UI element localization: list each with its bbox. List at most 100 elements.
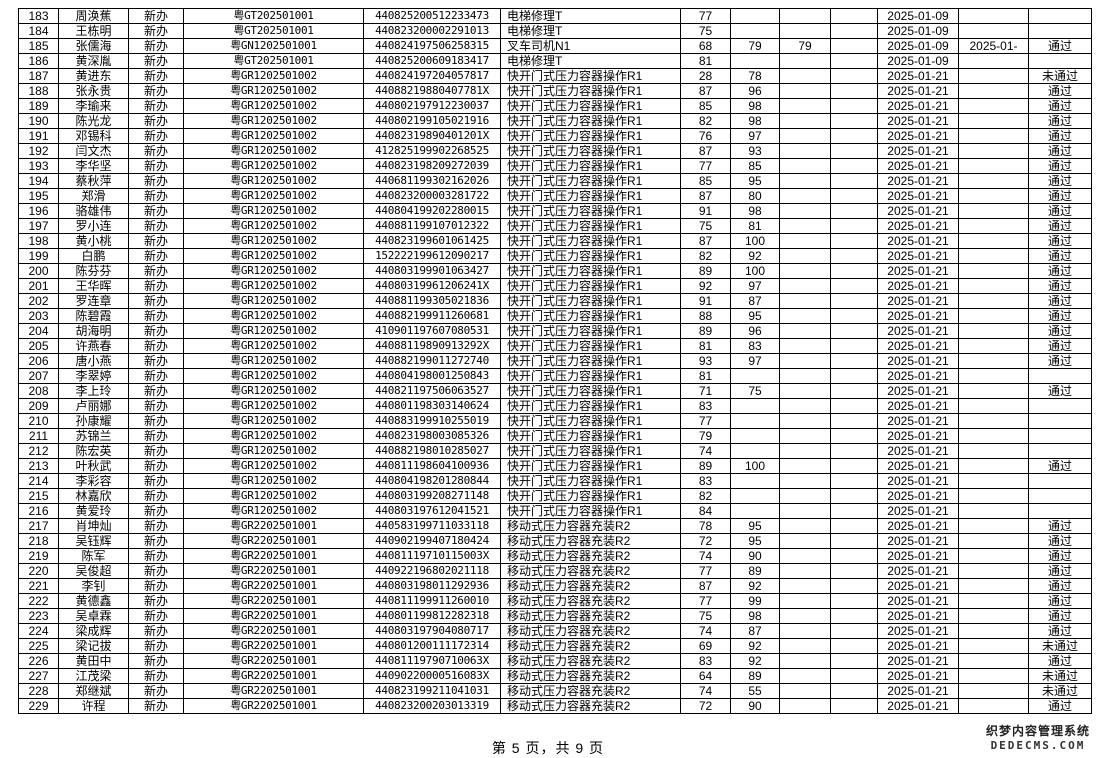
cell-name: 唐小燕 bbox=[58, 353, 129, 369]
cell-id-number: 440811199911260010 bbox=[363, 593, 501, 609]
cell-application-type: 新办 bbox=[128, 608, 184, 624]
table-row: 209 卢丽娜 新办 粤GR1202501002 440801198303140624 快… bbox=[18, 398, 1092, 414]
cell-application-type: 新办 bbox=[128, 338, 184, 354]
cell-extra-score bbox=[830, 203, 878, 219]
cell-extra-score bbox=[830, 323, 878, 339]
cell-cert-code: 粤GR1202501002 bbox=[183, 188, 364, 204]
cell-name: 张永贵 bbox=[58, 83, 129, 99]
cell-id-number: 440802199105021916 bbox=[363, 113, 501, 129]
cell-row-number: 213 bbox=[18, 458, 59, 474]
cell-id-number: 440583199711033118 bbox=[363, 518, 501, 534]
cell-retest-date bbox=[958, 428, 1029, 444]
cell-retest-score bbox=[779, 338, 831, 354]
cell-id-number: 440825200609183417 bbox=[363, 53, 501, 69]
cell-application-type: 新办 bbox=[128, 83, 184, 99]
cell-exam-date: 2025-01-21 bbox=[877, 158, 959, 174]
cell-row-number: 215 bbox=[18, 488, 59, 504]
cell-theory-score: 83 bbox=[680, 398, 731, 414]
cell-extra-score bbox=[830, 128, 878, 144]
cell-extra-score bbox=[830, 563, 878, 579]
cell-extra-score bbox=[830, 578, 878, 594]
cell-application-type: 新办 bbox=[128, 218, 184, 234]
cell-id-number: 44081119710115003X bbox=[363, 548, 501, 564]
cell-id-number: 440802197912230037 bbox=[363, 98, 501, 114]
cell-extra-score bbox=[830, 698, 878, 714]
cell-extra-score bbox=[830, 53, 878, 69]
cell-retest-date: 2025-01- bbox=[958, 38, 1029, 54]
cell-exam-date: 2025-01-21 bbox=[877, 593, 959, 609]
cell-retest-score bbox=[779, 518, 831, 534]
table-row: 197 罗小连 新办 粤GR1202501002 440881199107012322 快… bbox=[18, 218, 1092, 234]
cell-application-type: 新办 bbox=[128, 98, 184, 114]
cell-practice-score: 89 bbox=[730, 668, 780, 684]
cell-result: 通过 bbox=[1028, 113, 1092, 129]
cell-practice-score: 79 bbox=[730, 38, 780, 54]
cell-name: 李钊 bbox=[58, 578, 129, 594]
cell-project: 电梯修理T bbox=[500, 8, 681, 24]
cell-practice-score bbox=[730, 398, 780, 414]
cell-row-number: 205 bbox=[18, 338, 59, 354]
cell-row-number: 227 bbox=[18, 668, 59, 684]
cell-cert-code: 粤GR1202501002 bbox=[183, 398, 364, 414]
cell-retest-score bbox=[779, 98, 831, 114]
cell-practice-score: 96 bbox=[730, 323, 780, 339]
cell-retest-score bbox=[779, 188, 831, 204]
cell-application-type: 新办 bbox=[128, 683, 184, 699]
cell-row-number: 188 bbox=[18, 83, 59, 99]
cell-id-number: 440823200003281722 bbox=[363, 188, 501, 204]
cell-project: 快开门式压力容器操作R1 bbox=[500, 428, 681, 444]
table-row: 213 叶秋武 新办 粤GR1202501002 440811198604100936 快… bbox=[18, 458, 1092, 474]
cell-exam-date: 2025-01-21 bbox=[877, 653, 959, 669]
cell-application-type: 新办 bbox=[128, 68, 184, 84]
cell-exam-date: 2025-01-21 bbox=[877, 128, 959, 144]
cell-row-number: 212 bbox=[18, 443, 59, 459]
cell-retest-score bbox=[779, 443, 831, 459]
cell-retest-date bbox=[958, 638, 1029, 654]
cell-theory-score: 77 bbox=[680, 593, 731, 609]
cell-application-type: 新办 bbox=[128, 248, 184, 264]
cell-extra-score bbox=[830, 683, 878, 699]
cell-retest-date bbox=[958, 233, 1029, 249]
cell-retest-score: 79 bbox=[779, 38, 831, 54]
table-row: 228 郑继斌 新办 粤GR2202501001 440823199211041031 移… bbox=[18, 683, 1092, 699]
cell-theory-score: 83 bbox=[680, 473, 731, 489]
cell-exam-date: 2025-01-21 bbox=[877, 578, 959, 594]
cell-project: 移动式压力容器充装R2 bbox=[500, 608, 681, 624]
cell-application-type: 新办 bbox=[128, 113, 184, 129]
cell-practice-score: 92 bbox=[730, 638, 780, 654]
cell-result: 通过 bbox=[1028, 248, 1092, 264]
cell-retest-date bbox=[958, 203, 1029, 219]
cell-retest-date bbox=[958, 458, 1029, 474]
table-row: 192 闫文杰 新办 粤GR1202501002 412825199902268525 快… bbox=[18, 143, 1092, 159]
cell-exam-date: 2025-01-21 bbox=[877, 188, 959, 204]
cell-practice-score: 97 bbox=[730, 353, 780, 369]
cell-name: 蔡秋萍 bbox=[58, 173, 129, 189]
cell-retest-score bbox=[779, 278, 831, 294]
cell-retest-score bbox=[779, 173, 831, 189]
cell-result: 通过 bbox=[1028, 293, 1092, 309]
cell-id-number: 440823200002291013 bbox=[363, 23, 501, 39]
cell-application-type: 新办 bbox=[128, 653, 184, 669]
cell-id-number: 440882199011272740 bbox=[363, 353, 501, 369]
cell-row-number: 226 bbox=[18, 653, 59, 669]
cell-project: 快开门式压力容器操作R1 bbox=[500, 293, 681, 309]
cell-extra-score bbox=[830, 533, 878, 549]
cell-row-number: 192 bbox=[18, 143, 59, 159]
cell-cert-code: 粤GR2202501001 bbox=[183, 668, 364, 684]
cell-retest-score bbox=[779, 293, 831, 309]
cell-result: 通过 bbox=[1028, 203, 1092, 219]
cell-project: 移动式压力容器充装R2 bbox=[500, 593, 681, 609]
cell-application-type: 新办 bbox=[128, 668, 184, 684]
cell-extra-score bbox=[830, 413, 878, 429]
cell-retest-score bbox=[779, 53, 831, 69]
cell-retest-date bbox=[958, 518, 1029, 534]
cell-result: 通过 bbox=[1028, 158, 1092, 174]
cell-project: 快开门式压力容器操作R1 bbox=[500, 68, 681, 84]
cell-cert-code: 粤GT202501001 bbox=[183, 8, 364, 24]
cell-retest-date bbox=[958, 488, 1029, 504]
cell-cert-code: 粤GR1202501002 bbox=[183, 473, 364, 489]
cell-cert-code: 粤GR1202501002 bbox=[183, 308, 364, 324]
cell-extra-score bbox=[830, 668, 878, 684]
cell-project: 快开门式压力容器操作R1 bbox=[500, 113, 681, 129]
cell-name: 闫文杰 bbox=[58, 143, 129, 159]
